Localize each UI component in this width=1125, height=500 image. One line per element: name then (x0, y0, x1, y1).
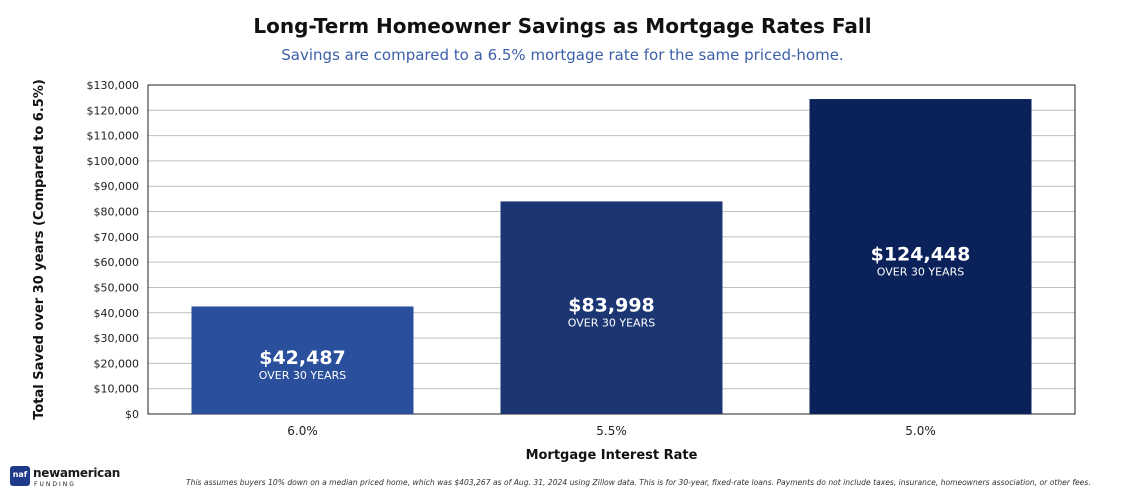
company-logo: naf newamerican FUNDING (10, 466, 140, 492)
bar-sub-label: OVER 30 YEARS (568, 317, 655, 330)
x-tick-label: 5.0% (905, 424, 936, 438)
y-tick-label: $20,000 (94, 357, 140, 370)
bar (191, 306, 414, 414)
chart-title: Long-Term Homeowner Savings as Mortgage … (253, 14, 872, 38)
y-tick-label: $80,000 (94, 206, 140, 219)
y-tick-label: $60,000 (94, 256, 140, 269)
bar-value-label: $124,448 (871, 244, 971, 266)
bar-sub-label: OVER 30 YEARS (877, 266, 964, 279)
y-tick-label: $100,000 (87, 155, 140, 168)
y-tick-label: $30,000 (94, 332, 140, 345)
y-tick-label: $10,000 (94, 383, 140, 396)
y-tick-label: $130,000 (87, 79, 140, 92)
y-tick-label: $120,000 (87, 104, 140, 117)
logo-badge: naf (10, 466, 30, 486)
bar (500, 201, 723, 414)
y-tick-label: $70,000 (94, 231, 140, 244)
footnote: This assumes buyers 10% down on a median… (186, 478, 1091, 487)
y-tick-label: $90,000 (94, 180, 140, 193)
bar-value-label: $42,487 (259, 347, 346, 369)
x-axis-label: Mortgage Interest Rate (526, 448, 698, 463)
logo-sub: FUNDING (34, 481, 76, 488)
bar-sub-label: OVER 30 YEARS (259, 369, 346, 382)
y-axis-label: Total Saved over 30 years (Compared to 6… (32, 79, 47, 420)
y-tick-label: $50,000 (94, 281, 140, 294)
y-tick-label: $40,000 (94, 307, 140, 320)
logo-badge-text: naf (12, 470, 28, 479)
chart-subtitle: Savings are compared to a 6.5% mortgage … (281, 46, 844, 64)
x-tick-label: 5.5% (596, 424, 627, 438)
logo-name: newamerican (33, 466, 120, 480)
bar (809, 99, 1032, 414)
bar-value-label: $83,998 (568, 295, 655, 317)
bar-chart: $0 $10,000 $20,000 $30,000 $40,000 $50,000 $60… (32, 79, 1076, 463)
x-tick-label: 6.0% (287, 424, 318, 438)
y-tick-label: $0 (125, 408, 139, 421)
y-tick-label: $110,000 (87, 130, 140, 143)
